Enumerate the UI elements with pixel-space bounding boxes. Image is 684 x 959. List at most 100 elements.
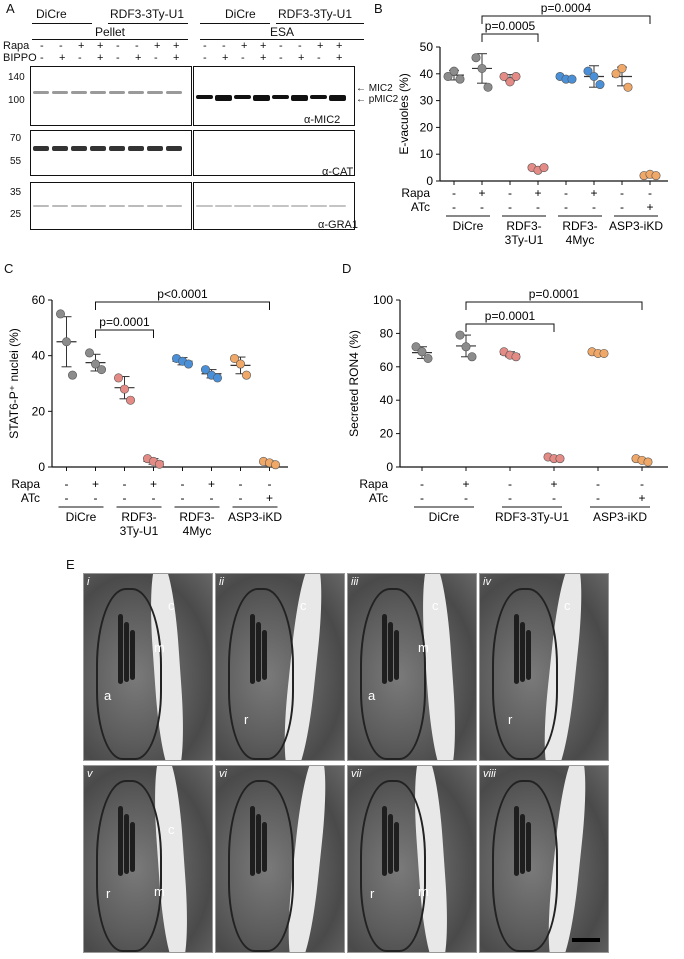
subpanel-label: ii [219,576,224,588]
atc-sign: - [181,491,185,505]
row-label-atc: ATc [411,200,430,214]
p-value-label: p=0.0001 [99,315,150,329]
organelle-shape [382,614,387,684]
data-point [467,352,477,362]
rapa-sign: - [298,40,302,52]
group-label: RDF3- [121,510,156,524]
atc-sign: - [94,491,98,505]
data-point [555,454,565,464]
divider [200,23,270,24]
rapa-sign: + [260,40,267,52]
y-axis-label: STAT6-P⁺ nuclei (%) [7,328,21,439]
antibody-label: α-CAT [322,166,354,178]
bippo-sign: + [97,52,104,64]
y-tick-label: 20 [420,120,434,134]
organelle-label: r [106,886,111,901]
y-tick-label: 40 [32,349,46,363]
organelle-shape [256,814,261,874]
data-point [411,342,421,352]
organelle-shape [526,630,531,680]
rapa-sign: + [154,40,161,52]
data-point [511,352,521,362]
bippo-sign: - [241,52,245,64]
blot-band [128,91,144,94]
rapa-sign: - [508,477,512,491]
scale-bar [572,938,600,942]
blot-band [147,91,163,94]
atc-sign: - [508,491,512,505]
rapa-sign: - [620,186,624,200]
rapa-sign: - [65,477,69,491]
bippo-sign: + [59,52,66,64]
data-point [417,347,427,357]
data-point [499,71,509,81]
blot-band [215,205,232,207]
bippo-sign: + [298,52,305,64]
organelle-shape [250,614,255,684]
divider [276,23,364,24]
atc-sign: - [508,200,512,214]
bippo-sign: - [40,52,44,64]
blot-band [272,205,289,207]
chart-b: 0 10 20 30 40 50 E-vacuoles (%) p=0.0005 p=0.000… [397,1,668,247]
mw-marker: 100 [8,95,25,106]
blot-band [128,205,144,207]
data-point [55,309,65,319]
bippo-sign: - [317,52,321,64]
y-tick-label: 0 [38,460,45,474]
parasite-outline [228,588,294,760]
data-point [61,337,71,347]
row-label-bippo: BIPPO [3,52,37,64]
significance-bracket [481,15,651,24]
group-label: RDF3- [506,219,541,233]
rapa-sign: - [239,477,243,491]
atc-sign: - [464,491,468,505]
data-point [91,359,101,369]
rapa-sign: + [78,40,85,52]
subpanel-label: vii [351,768,362,780]
data-point [455,330,465,340]
organelle-shape [382,806,387,876]
group-label: DiCre [453,219,484,233]
organelle-shape [262,630,267,680]
group-label: DiCre [66,510,97,524]
data-point [511,71,521,81]
rapa-sign: + [462,477,469,491]
y-axis-label: Secreted RON4 (%) [347,330,361,437]
group-label: RDF3-3Ty-U1 [110,7,185,21]
bippo-sign: + [336,52,343,64]
blot-band [52,205,68,207]
data-point [643,457,653,467]
antibody-label: α-GRA1 [318,219,358,231]
bippo-sign: - [203,52,207,64]
data-point [589,71,599,81]
divider [200,39,364,40]
group-label: RDF3- [179,510,214,524]
blot-band [310,205,327,207]
atc-sign: - [564,200,568,214]
organelle-shape [388,622,393,682]
significance-bracket [95,301,270,310]
y-tick-label: 20 [32,404,46,418]
organelle-label: c [432,598,439,613]
row-label-rapa: Rapa [401,186,430,200]
row-label-atc: ATc [21,491,40,505]
parasite-outline [360,588,426,760]
subpanel-label: v [87,768,93,780]
group-label: ASP3-iKD [609,219,663,233]
data-point [68,370,78,380]
p-value-label: p=0.0005 [485,19,536,33]
organelle-label: r [508,712,513,727]
data-point [477,63,487,73]
blot-band [52,146,68,151]
mw-marker: 140 [8,72,25,83]
data-point [201,365,211,375]
em-micrograph: ii c r [215,573,345,761]
row-label-atc: ATc [369,491,388,505]
group-label: RDF3- [562,219,597,233]
organelle-shape [520,814,525,874]
data-point [443,71,453,81]
p-value-label: p=0.0001 [529,287,580,301]
blot-band [109,205,125,207]
row-label-rapa: Rapa [3,40,30,52]
